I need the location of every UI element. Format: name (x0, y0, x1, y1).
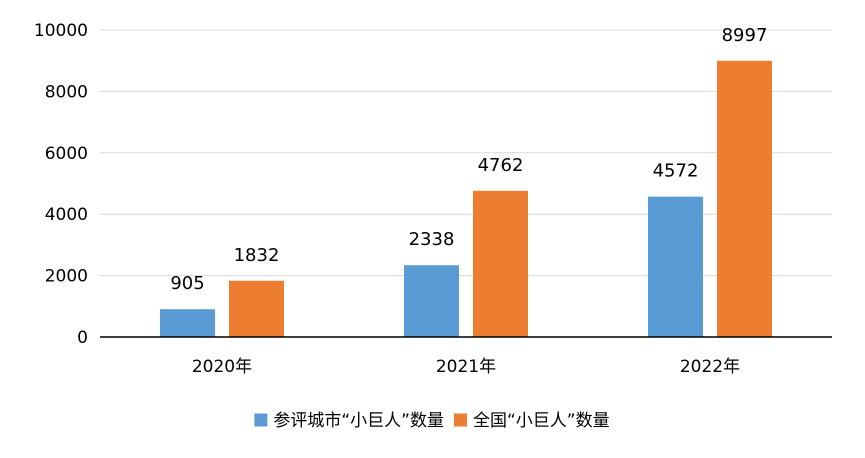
bar-series-1-1 (404, 265, 459, 337)
data-label: 4762 (478, 155, 524, 176)
y-tick-label: 6000 (45, 144, 88, 164)
legend-swatch-series-2 (454, 413, 467, 427)
y-tick-label: 4000 (45, 205, 88, 225)
bars (160, 60, 772, 337)
x-axis-tick-labels: 2020年 2021年 2022年 (192, 357, 740, 377)
x-tick-label: 2022年 (680, 357, 740, 377)
y-axis-tick-labels: 0 2000 4000 6000 8000 10000 (34, 21, 88, 348)
y-tick-label: 2000 (45, 267, 88, 287)
y-tick-label: 8000 (45, 82, 88, 102)
y-tick-label: 10000 (34, 21, 88, 41)
legend: 参评城市“小巨人”数量 全国“小巨人”数量 (254, 411, 610, 431)
bar-series-1-0 (160, 309, 215, 337)
bar-series-2-0 (229, 280, 284, 337)
legend-label-series-2: 全国“小巨人”数量 (473, 411, 610, 431)
x-tick-label: 2021年 (436, 357, 496, 377)
legend-label-series-1: 参评城市“小巨人”数量 (273, 411, 444, 431)
data-label: 4572 (653, 161, 699, 182)
bar-series-1-2 (648, 196, 703, 337)
data-labels: 905 1832 2338 4762 4572 8997 (170, 25, 767, 294)
data-label: 2338 (409, 229, 455, 250)
bar-series-2-2 (717, 60, 772, 337)
y-tick-label: 0 (77, 328, 88, 348)
legend-swatch-series-1 (254, 413, 268, 427)
data-label: 905 (170, 273, 204, 294)
data-label: 1832 (234, 245, 280, 266)
gridlines (100, 29, 832, 277)
x-tick-label: 2020年 (192, 357, 252, 377)
bar-series-2-1 (473, 190, 528, 337)
data-label: 8997 (722, 25, 768, 46)
